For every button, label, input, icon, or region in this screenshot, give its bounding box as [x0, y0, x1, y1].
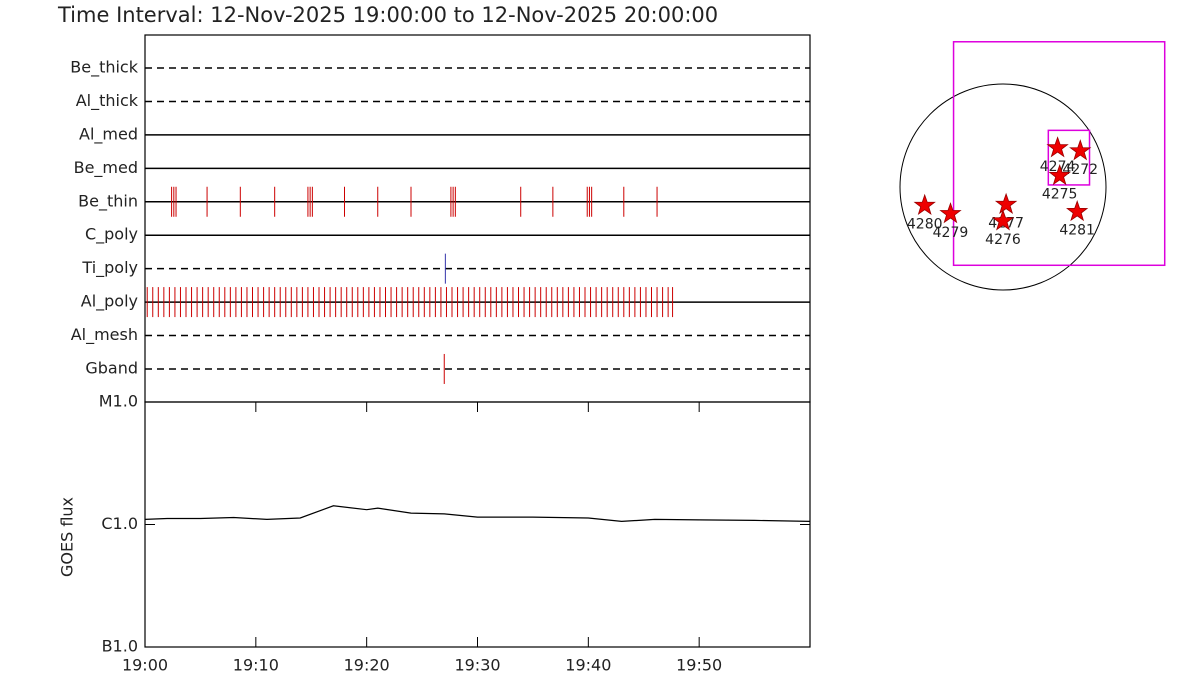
active-region-label: 4276 — [985, 232, 1021, 248]
x-tick-label: 19:50 — [676, 656, 722, 675]
active-region-star — [1066, 199, 1089, 222]
x-tick-label: 19:00 — [122, 656, 168, 675]
goes-curve — [144, 505, 811, 523]
y-tick-label: B1.0 — [102, 637, 138, 656]
active-region-star — [1069, 139, 1092, 161]
active-region-star — [994, 192, 1018, 214]
goes-frame — [144, 401, 811, 648]
active-region-star — [913, 193, 936, 215]
filter-label: Al_mesh — [71, 325, 138, 345]
active-region-label: 4280 — [907, 217, 943, 233]
active-region-label: 4275 — [1042, 187, 1078, 203]
filter-label: Be_thick — [70, 58, 138, 78]
timeline-frame — [144, 34, 811, 403]
active-region-star — [1046, 136, 1069, 158]
fov-box — [952, 41, 1166, 267]
active-region-star — [991, 209, 1015, 231]
x-tick-label: 19:10 — [233, 656, 279, 675]
x-tick-label: 19:40 — [565, 656, 611, 675]
active-region-label: 4272 — [1062, 162, 1098, 178]
filter-label: Al_thick — [76, 91, 139, 111]
chart-title: Time Interval: 12-Nov-2025 19:00:00 to 1… — [57, 3, 718, 27]
active-region-label: 4279 — [933, 225, 969, 241]
solar-disk — [899, 83, 1107, 291]
x-tick-label: 19:30 — [454, 656, 500, 675]
filter-label: Be_thin — [78, 191, 138, 211]
filter-label: Ti_poly — [81, 258, 138, 278]
fov-box — [1047, 129, 1091, 186]
y-tick-label: M1.0 — [99, 392, 138, 411]
active-region-star — [939, 202, 962, 224]
fov-group — [952, 41, 1166, 267]
active-region-label: 4274 — [1040, 159, 1076, 175]
filter-label: Gband — [85, 358, 138, 377]
filter-label: C_poly — [85, 225, 138, 245]
filter-label: Al_med — [79, 124, 138, 144]
filter-label: Al_poly — [81, 292, 138, 312]
y-tick-label: C1.0 — [101, 514, 138, 533]
active-region-star — [1048, 163, 1071, 186]
x-tick-label: 19:20 — [344, 656, 390, 675]
active-region-label: 4281 — [1059, 223, 1095, 239]
y-axis-label: GOES flux — [58, 497, 77, 577]
filter-label: Be_med — [74, 158, 138, 178]
